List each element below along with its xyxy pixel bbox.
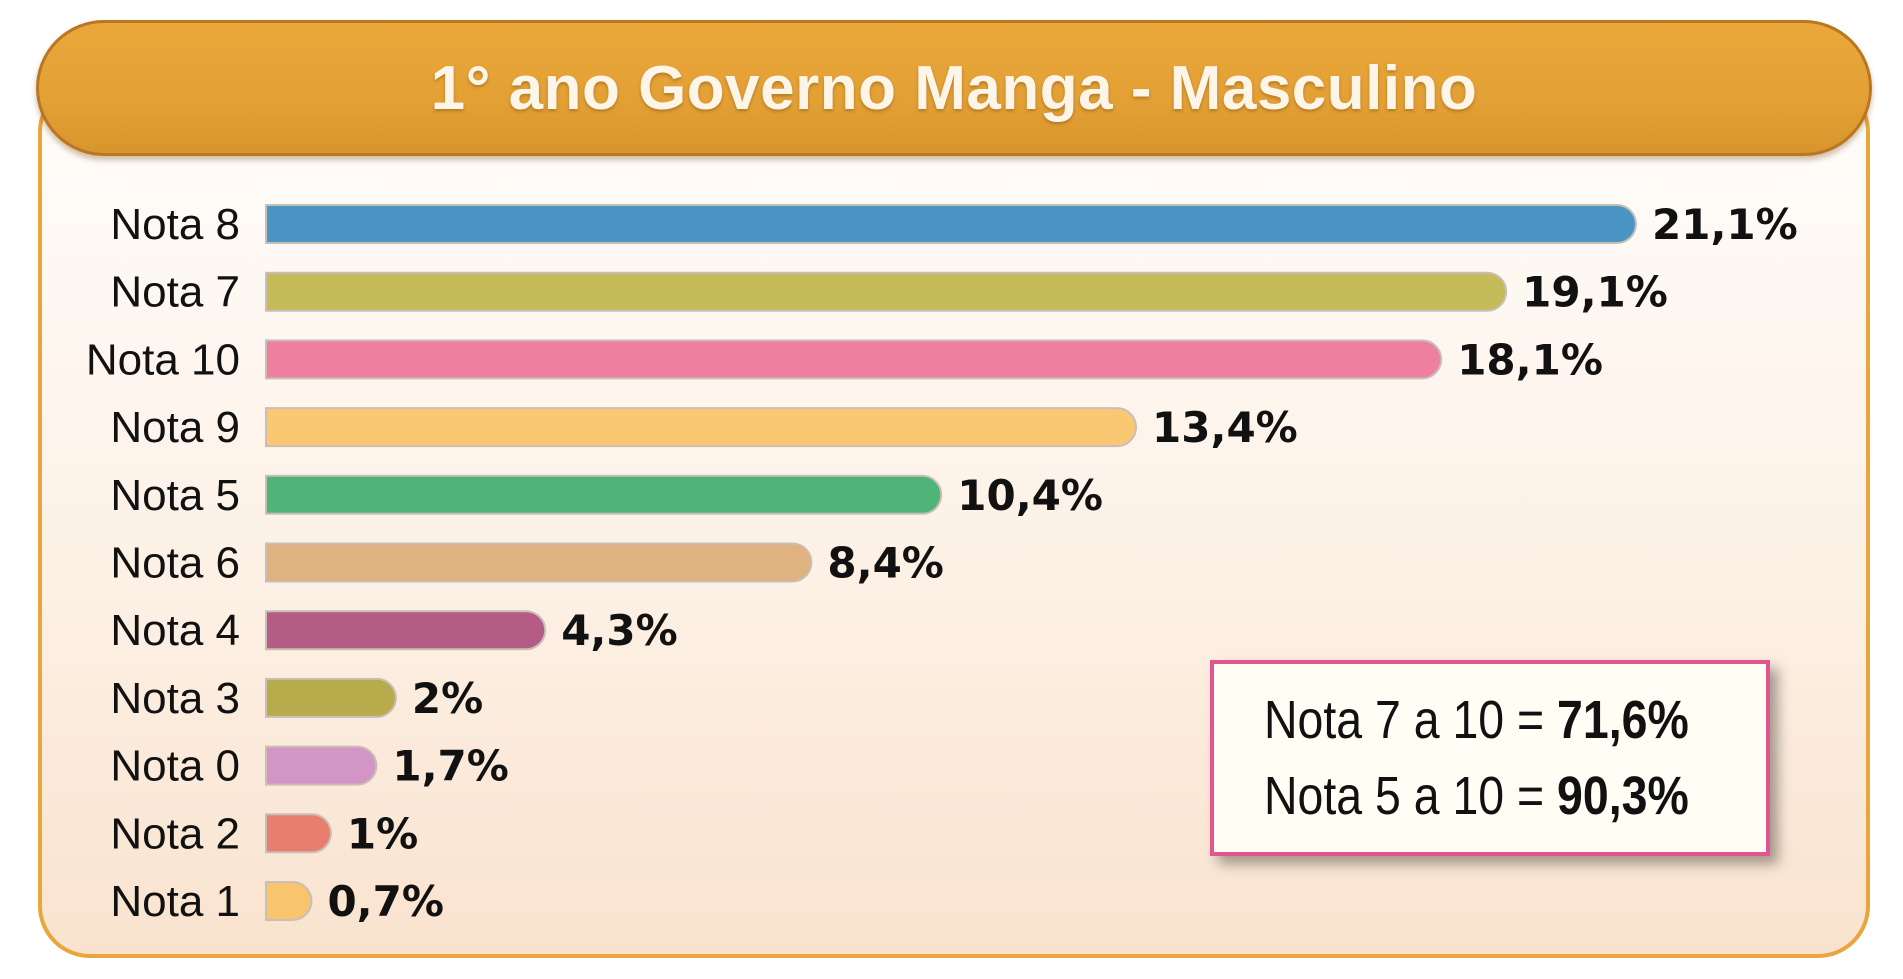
summary-line-5-10: Nota 5 a 10 = 90,3%	[1264, 758, 1696, 834]
category-label: Nota 8	[110, 200, 240, 249]
value-label: 10,4%	[957, 471, 1103, 520]
category-label: Nota 1	[110, 877, 240, 926]
chart-title: 1° ano Governo Manga - Masculino	[430, 53, 1478, 123]
value-label: 4,3%	[561, 606, 677, 655]
summary-label: Nota 7 a 10 =	[1264, 690, 1545, 750]
category-label: Nota 7	[110, 268, 240, 317]
value-label: 13,4%	[1152, 403, 1298, 452]
bar	[265, 677, 397, 718]
category-label: Nota 6	[110, 539, 240, 588]
category-label: Nota 2	[110, 809, 240, 858]
bar	[265, 407, 1137, 448]
category-label: Nota 5	[110, 471, 240, 520]
value-label: 0,7%	[327, 877, 443, 926]
bar	[265, 813, 332, 854]
value-label: 21,1%	[1652, 200, 1798, 249]
summary-line-7-10: Nota 7 a 10 = 71,6%	[1264, 682, 1696, 758]
summary-box: Nota 7 a 10 = 71,6% Nota 5 a 10 = 90,3%	[1210, 660, 1770, 856]
summary-label: Nota 5 a 10 =	[1264, 766, 1545, 826]
value-label: 2%	[412, 674, 483, 723]
value-label: 8,4%	[827, 539, 943, 588]
value-label: 18,1%	[1457, 335, 1603, 384]
category-label: Nota 9	[110, 403, 240, 452]
bar	[265, 204, 1637, 244]
bar	[265, 881, 313, 921]
value-label: 1%	[347, 809, 418, 858]
bar	[265, 474, 943, 515]
bar	[265, 610, 547, 651]
value-label: 19,1%	[1522, 268, 1668, 317]
chart-header: 1° ano Governo Manga - Masculino	[36, 20, 1872, 156]
value-label: 1,7%	[392, 742, 508, 791]
category-label: Nota 0	[110, 742, 240, 791]
bar	[265, 339, 1443, 380]
category-label: Nota 3	[110, 674, 240, 723]
category-label: Nota 4	[110, 606, 240, 655]
bar	[265, 745, 378, 786]
bar	[265, 542, 813, 583]
summary-value: 71,6%	[1557, 690, 1689, 750]
summary-value: 90,3%	[1557, 766, 1689, 826]
bar	[265, 271, 1508, 312]
category-label: Nota 10	[86, 335, 240, 384]
